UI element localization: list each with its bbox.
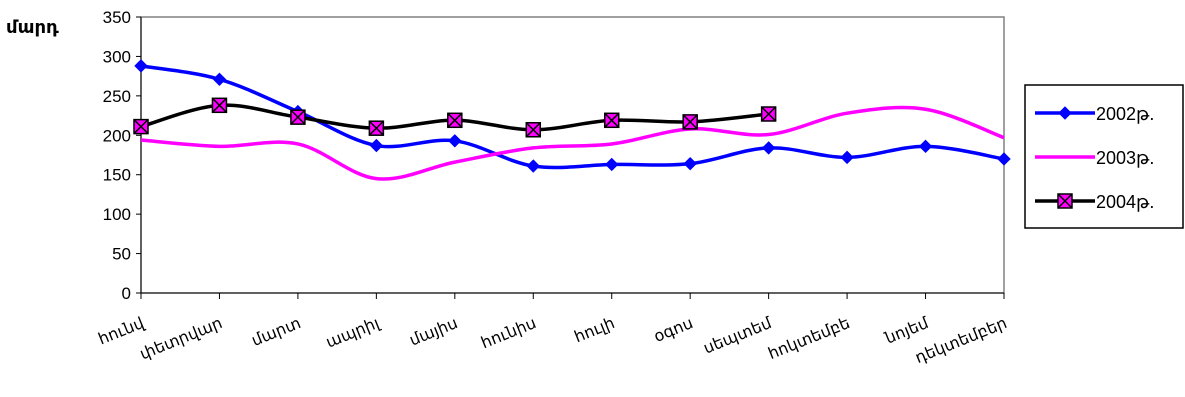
data-point-diamond xyxy=(840,150,854,165)
series-1 xyxy=(134,59,1011,173)
legend-item-2: 2003թ. xyxy=(1035,148,1154,168)
data-point-square xyxy=(760,106,777,122)
x-tick-label: փետրվար xyxy=(138,315,225,363)
data-point-square xyxy=(525,122,542,138)
y-tick-label: 200 xyxy=(103,126,131,145)
series-3 xyxy=(133,97,777,138)
legend-label: 2002թ. xyxy=(1096,104,1154,124)
legend-label: 2003թ. xyxy=(1096,148,1154,168)
y-tick-label: 50 xyxy=(112,245,131,264)
data-point-diamond xyxy=(918,139,933,154)
x-tick-label: հուլի xyxy=(572,315,617,346)
y-tick-label: 100 xyxy=(103,205,131,224)
data-point-diamond xyxy=(369,138,384,153)
data-point-square xyxy=(1057,193,1073,209)
data-point-diamond xyxy=(448,134,462,148)
x-tick-label: հունիս xyxy=(479,315,539,352)
series-layer xyxy=(133,59,1011,181)
data-point-square xyxy=(211,97,228,114)
x-tick-label: մարտ xyxy=(249,315,303,350)
data-point-square xyxy=(133,118,149,135)
data-point-diamond xyxy=(605,157,619,172)
data-point-diamond xyxy=(683,156,697,171)
x-tick-label: ապրիլ xyxy=(324,315,383,352)
data-point-diamond xyxy=(134,59,148,73)
x-tick-label: մայիս xyxy=(407,315,460,350)
legend-item-1: 2002թ. xyxy=(1035,104,1154,124)
legend: 2002թ. 2003թ. 2004թ. xyxy=(1024,84,1184,229)
y-tick-label: 250 xyxy=(103,87,131,106)
data-point-square xyxy=(603,112,620,129)
data-point-square xyxy=(290,109,306,125)
legend-item-3: 2004թ. xyxy=(1035,192,1154,212)
series-2 xyxy=(140,105,1005,181)
legend-label: 2004թ. xyxy=(1096,192,1154,212)
x-tick-label: հունվ xyxy=(96,315,147,349)
y-tick-label: 300 xyxy=(103,47,131,66)
data-point-diamond xyxy=(1058,106,1072,120)
data-point-square xyxy=(447,112,463,129)
x-tick-label: սեպտեմ xyxy=(701,315,775,358)
series-line xyxy=(140,105,1005,181)
data-point-diamond xyxy=(526,159,540,173)
series-line xyxy=(140,64,1005,170)
x-tick-label: նոյեմ xyxy=(882,315,932,348)
data-point-diamond xyxy=(212,72,227,87)
data-point-diamond xyxy=(761,141,776,155)
data-point-diamond xyxy=(997,152,1011,166)
x-tick-label: օգոս xyxy=(652,315,696,346)
x-tick-label: հոկտեմբե xyxy=(766,315,853,363)
data-point-square xyxy=(682,114,698,130)
y-tick-label: 0 xyxy=(122,284,131,303)
y-axis-title: մարդ xyxy=(6,17,59,38)
y-tick-label: 350 xyxy=(103,8,131,27)
y-tick-label: 150 xyxy=(103,166,131,185)
data-point-square xyxy=(368,120,385,136)
